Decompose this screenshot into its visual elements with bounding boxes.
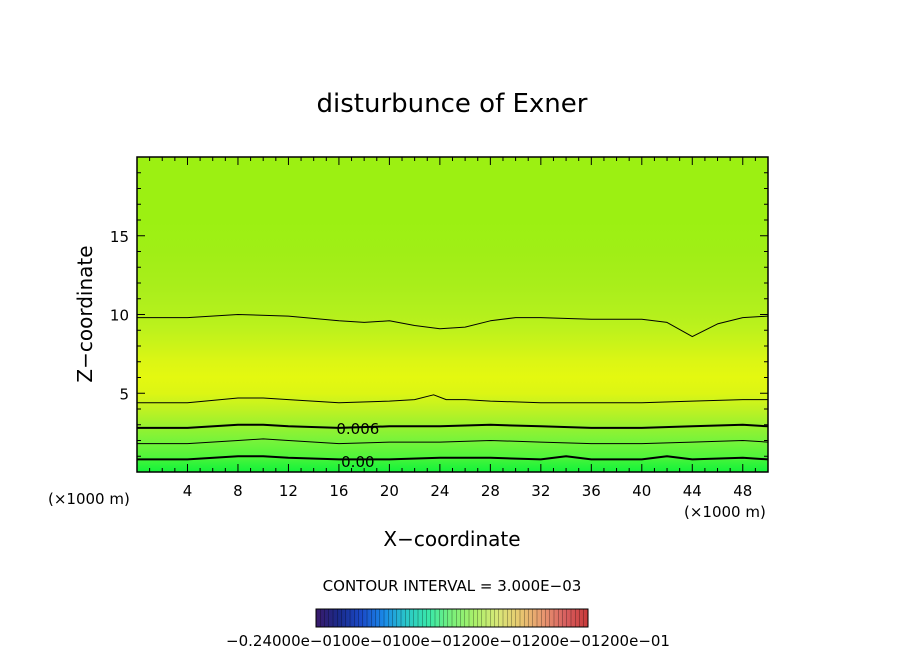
x-axis-label: X−coordinate (383, 527, 520, 551)
x-axis-ticks: 4 8 12 16 20 24 28 32 36 40 44 48 (136, 157, 769, 500)
x-tick-label: 28 (481, 482, 500, 500)
chart-title: disturbunce of Exner (317, 89, 588, 119)
x-tick-label: 32 (531, 482, 550, 500)
contour-line (137, 394, 768, 404)
y-tick-label: 15 (110, 228, 129, 246)
x-tick-label: 12 (279, 482, 298, 500)
x-tick-label: 36 (582, 482, 601, 500)
x-tick-label: 48 (733, 482, 752, 500)
contour-line (137, 314, 768, 338)
contour-interval-text: CONTOUR INTERVAL = 3.000E−03 (323, 577, 582, 595)
contour-label: 0.006 (336, 420, 379, 438)
x-tick-label: 24 (430, 482, 449, 500)
x-tick-label: 44 (683, 482, 702, 500)
x-tick-label: 40 (632, 482, 651, 500)
x-tick-label: 4 (183, 482, 193, 500)
contour-line (137, 423, 768, 429)
y-axis-label: Z−coordinate (73, 245, 97, 382)
colorbar-ticks (320, 609, 584, 627)
y-tick-label: 5 (119, 385, 129, 403)
contour-line (137, 438, 768, 445)
x-tick-label: 8 (233, 482, 243, 500)
y-axis-ticks: 5 10 15 (110, 156, 768, 473)
y-tick-label: 10 (110, 307, 129, 325)
colorbar-labels: −0.24000e−0100e−0100e−01200e−01200e−0120… (226, 632, 670, 650)
x-tick-label: 16 (329, 482, 348, 500)
contour-labels: 0.006 0.00 (336, 420, 379, 471)
contour-label: 0.00 (341, 453, 374, 471)
x-unit-left: (×1000 m) (48, 490, 130, 508)
contour-lines (137, 314, 768, 461)
x-unit-right: (×1000 m) (684, 503, 766, 521)
contour-line (137, 455, 768, 461)
x-tick-label: 20 (380, 482, 399, 500)
